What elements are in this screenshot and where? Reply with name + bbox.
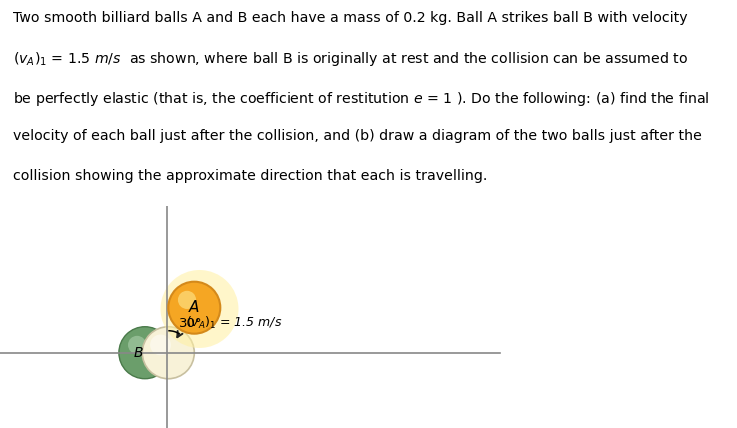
Circle shape [161,270,239,348]
Text: velocity of each ball just after the collision, and (b) draw a diagram of the tw: velocity of each ball just after the col… [13,130,702,143]
Circle shape [119,327,171,379]
Text: Two smooth billiard balls A and B each have a mass of 0.2 kg. Ball A strikes bal: Two smooth billiard balls A and B each h… [13,11,688,25]
Text: A: A [189,300,200,315]
Circle shape [142,327,195,379]
Circle shape [168,282,220,334]
Circle shape [178,291,196,309]
Text: collision showing the approximate direction that each is travelling.: collision showing the approximate direct… [13,169,488,183]
Text: B: B [133,346,143,360]
Circle shape [150,335,171,355]
Text: 30°: 30° [179,317,203,330]
Text: be perfectly elastic (that is, the coefficient of restitution $e$ = 1 ). Do the : be perfectly elastic (that is, the coeff… [13,90,710,108]
Circle shape [128,336,146,354]
Text: $(v_A)_1$ = 1.5 m/s: $(v_A)_1$ = 1.5 m/s [186,315,282,331]
Text: $(v_A)_1$ = 1.5 $m/s$  as shown, where ball B is originally at rest and the coll: $(v_A)_1$ = 1.5 $m/s$ as shown, where ba… [13,51,688,68]
